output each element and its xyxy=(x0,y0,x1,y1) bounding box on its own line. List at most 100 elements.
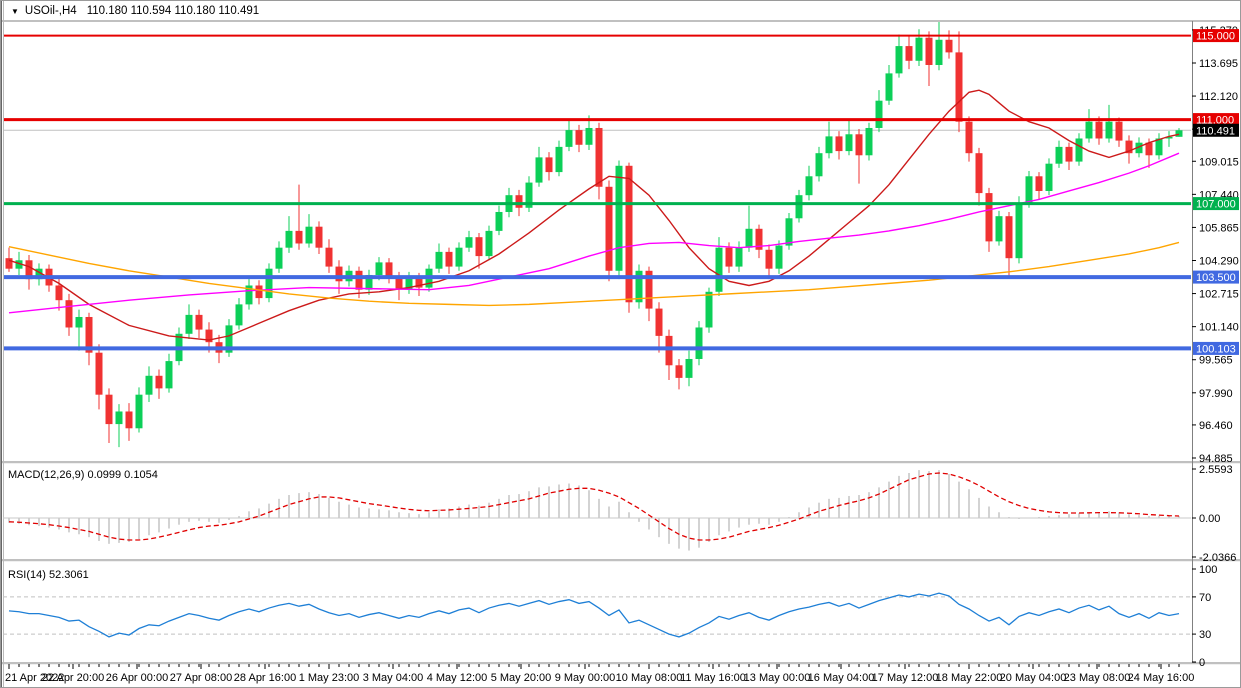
macd-axis-label: -2.0366 xyxy=(1199,552,1236,564)
candle-bull xyxy=(735,247,743,267)
price-level-badge-label: 100.103 xyxy=(1196,343,1236,355)
candle-bull xyxy=(805,176,813,196)
candle-bear xyxy=(335,266,343,282)
candles-group xyxy=(5,22,1183,448)
candle-bear xyxy=(855,134,863,156)
candle-bear xyxy=(755,228,763,250)
rsi-axis-label: 0 xyxy=(1199,657,1205,669)
candle-bear xyxy=(625,165,633,303)
candle-bear xyxy=(925,37,933,65)
symbol-dropdown-icon[interactable]: ▼ xyxy=(11,6,19,16)
candle-bull xyxy=(745,228,753,248)
price-level-badge-label: 110.491 xyxy=(1196,125,1235,137)
candle-bear xyxy=(55,285,63,301)
candle-bull xyxy=(705,291,713,328)
price-level-badge-label: 111.000 xyxy=(1196,115,1234,127)
candle-bear xyxy=(835,136,843,152)
candle-bear xyxy=(985,193,993,242)
price-tick-label: 97.990 xyxy=(1199,388,1233,400)
candle-bull xyxy=(1015,203,1023,259)
candle-bear xyxy=(605,186,613,271)
candle-bull xyxy=(15,260,23,269)
candle-bull xyxy=(365,274,373,290)
candle-bull xyxy=(535,157,543,183)
candle-bear xyxy=(25,260,33,280)
candle-bear xyxy=(85,316,93,353)
candle-bear xyxy=(975,153,983,194)
candle-bull xyxy=(695,327,703,359)
candle-bear xyxy=(725,247,733,267)
time-axis-label: 4 May 12:00 xyxy=(427,672,488,684)
candle-bear xyxy=(1125,140,1133,154)
candle-bear xyxy=(1005,216,1013,259)
ma-slow-orange-line xyxy=(8,241,1180,307)
candle-bull xyxy=(715,247,723,292)
time-axis-label: 26 Apr 00:00 xyxy=(106,672,168,684)
candle-bull xyxy=(285,230,293,248)
candle-bull xyxy=(635,270,643,303)
price-level-badge xyxy=(1193,113,1239,127)
time-axis-label: 24 May 16:00 xyxy=(1128,672,1195,684)
candle-bull xyxy=(495,211,503,231)
candle-bear xyxy=(325,247,333,267)
candle-bull xyxy=(405,277,413,290)
candle-bear xyxy=(1145,142,1153,156)
rsi-indicator-label: RSI(14) 52.3061 xyxy=(8,569,89,581)
rsi-axis-label: 70 xyxy=(1199,592,1211,604)
candle-bull xyxy=(815,153,823,177)
candle-bull xyxy=(915,37,923,61)
candle-bull xyxy=(685,358,693,378)
candle-bull xyxy=(995,216,1003,242)
candle-bear xyxy=(965,121,973,154)
price-tick-label: 101.140 xyxy=(1199,322,1239,334)
candle-bear xyxy=(1065,146,1073,162)
candle-bear xyxy=(905,46,913,61)
candle-bull xyxy=(865,127,873,156)
candle-bull xyxy=(825,136,833,154)
price-axis[interactable]: 115.270113.695112.120110.545109.015107.4… xyxy=(1192,25,1239,669)
candle-bear xyxy=(395,277,403,290)
time-axis-label: 22 Apr 20:00 xyxy=(42,672,104,684)
time-axis-label: 17 May 12:00 xyxy=(872,672,939,684)
candle-bull xyxy=(795,195,803,219)
time-axis-label: 3 May 04:00 xyxy=(363,672,424,684)
candle-bear xyxy=(295,230,303,244)
candle-bull xyxy=(165,361,173,389)
price-level-badge xyxy=(1193,197,1239,211)
rsi-axis-label: 30 xyxy=(1199,629,1211,641)
price-tick-label: 102.715 xyxy=(1199,289,1239,301)
ma-medium-magenta-line xyxy=(8,152,1180,314)
price-tick-label: 112.120 xyxy=(1199,91,1238,103)
price-tick-label: 109.015 xyxy=(1199,156,1239,168)
candle-bull xyxy=(565,130,573,147)
candle-bear xyxy=(255,285,263,299)
time-axis-label: 9 May 00:00 xyxy=(555,672,616,684)
time-axis-label: 1 May 23:00 xyxy=(299,672,360,684)
candle-bull xyxy=(35,268,43,280)
candle-bear xyxy=(125,411,133,429)
price-tick-label: 104.290 xyxy=(1199,255,1239,267)
time-axis-label: 21 Apr 2022 xyxy=(5,672,64,684)
macd-axis-label: 2.5593 xyxy=(1199,464,1233,476)
candle-bear xyxy=(65,300,73,328)
candle-bull xyxy=(525,182,533,208)
price-tick-label: 105.865 xyxy=(1199,222,1239,234)
candle-bull xyxy=(895,46,903,74)
main-price-panel xyxy=(3,22,1191,448)
time-axis-label: 5 May 20:00 xyxy=(491,672,552,684)
candle-bull xyxy=(1155,138,1163,156)
time-axis-label: 28 Apr 16:00 xyxy=(234,672,296,684)
time-axis-label: 23 May 08:00 xyxy=(1064,672,1131,684)
rsi-panel xyxy=(3,592,1191,638)
candle-bear xyxy=(385,262,393,278)
candle-bull xyxy=(1105,121,1113,139)
price-level-badge-label: 107.000 xyxy=(1196,199,1236,211)
candle-bull xyxy=(1085,121,1093,139)
candle-bear xyxy=(515,195,523,208)
candle-bear xyxy=(655,308,663,336)
time-axis-label: 11 May 16:00 xyxy=(680,672,746,684)
